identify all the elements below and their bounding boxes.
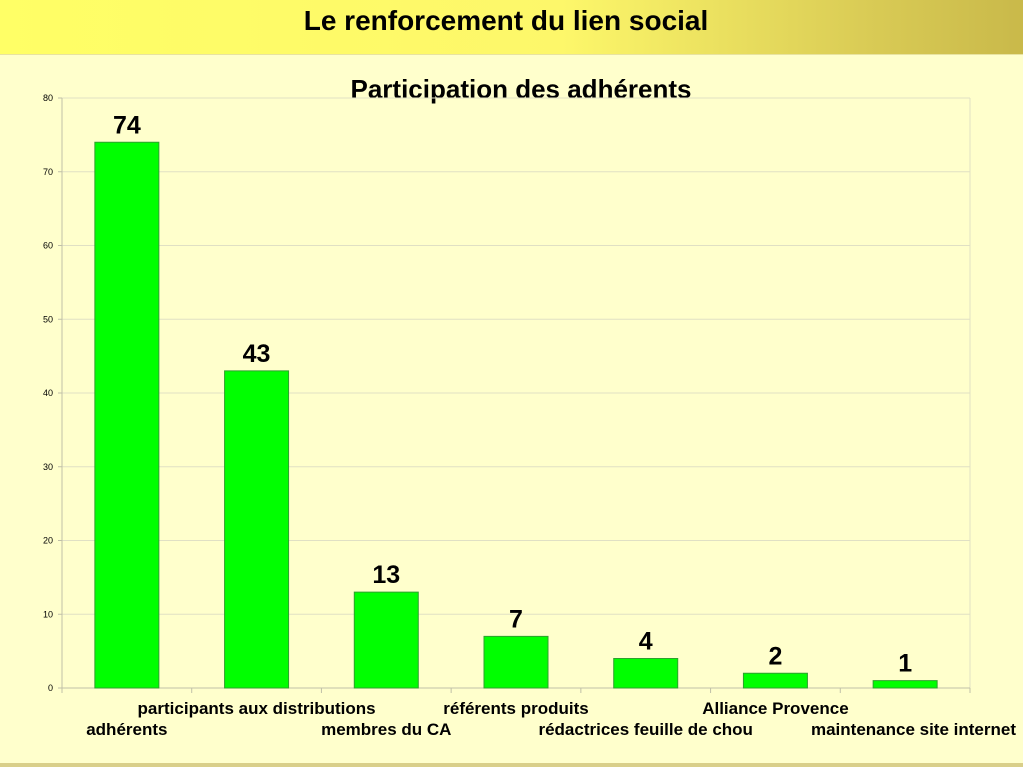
data-label: 13 <box>372 561 400 589</box>
data-label: 43 <box>243 340 271 368</box>
page-title: Le renforcement du lien social <box>303 5 709 36</box>
y-tick-label: 20 <box>43 536 53 546</box>
bar <box>94 141 160 689</box>
x-category-label: participants aux distributions <box>138 699 376 718</box>
bar <box>483 635 549 689</box>
y-tick-label: 50 <box>43 314 53 324</box>
x-category-label: rédactrices feuille de chou <box>538 720 752 739</box>
bar <box>613 658 679 689</box>
data-label: 74 <box>113 111 141 139</box>
data-label: 4 <box>639 628 653 656</box>
data-label: 1 <box>898 650 912 678</box>
x-category-label: adhérents <box>86 720 167 739</box>
data-label: 7 <box>509 605 523 633</box>
x-category-label: maintenance site internet <box>811 720 1016 739</box>
y-tick-label: 0 <box>48 683 53 693</box>
bar <box>224 370 290 689</box>
chart-title: Participation des adhérents <box>350 74 692 104</box>
header-bar: Le renforcement du lien social <box>0 0 1023 55</box>
y-tick-label: 80 <box>43 93 53 103</box>
y-tick-label: 40 <box>43 388 53 398</box>
y-tick-label: 30 <box>43 462 53 472</box>
y-tick-label: 70 <box>43 167 53 177</box>
bar <box>742 672 808 689</box>
y-tick-label: 10 <box>43 609 53 619</box>
bar <box>353 591 419 689</box>
x-category-label: Alliance Provence <box>702 699 848 718</box>
y-tick-label: 60 <box>43 241 53 251</box>
footer-divider <box>0 763 1023 767</box>
data-label: 2 <box>768 642 782 670</box>
x-category-label: référents produits <box>443 699 588 718</box>
x-category-label: membres du CA <box>321 720 451 739</box>
bar <box>872 680 938 689</box>
